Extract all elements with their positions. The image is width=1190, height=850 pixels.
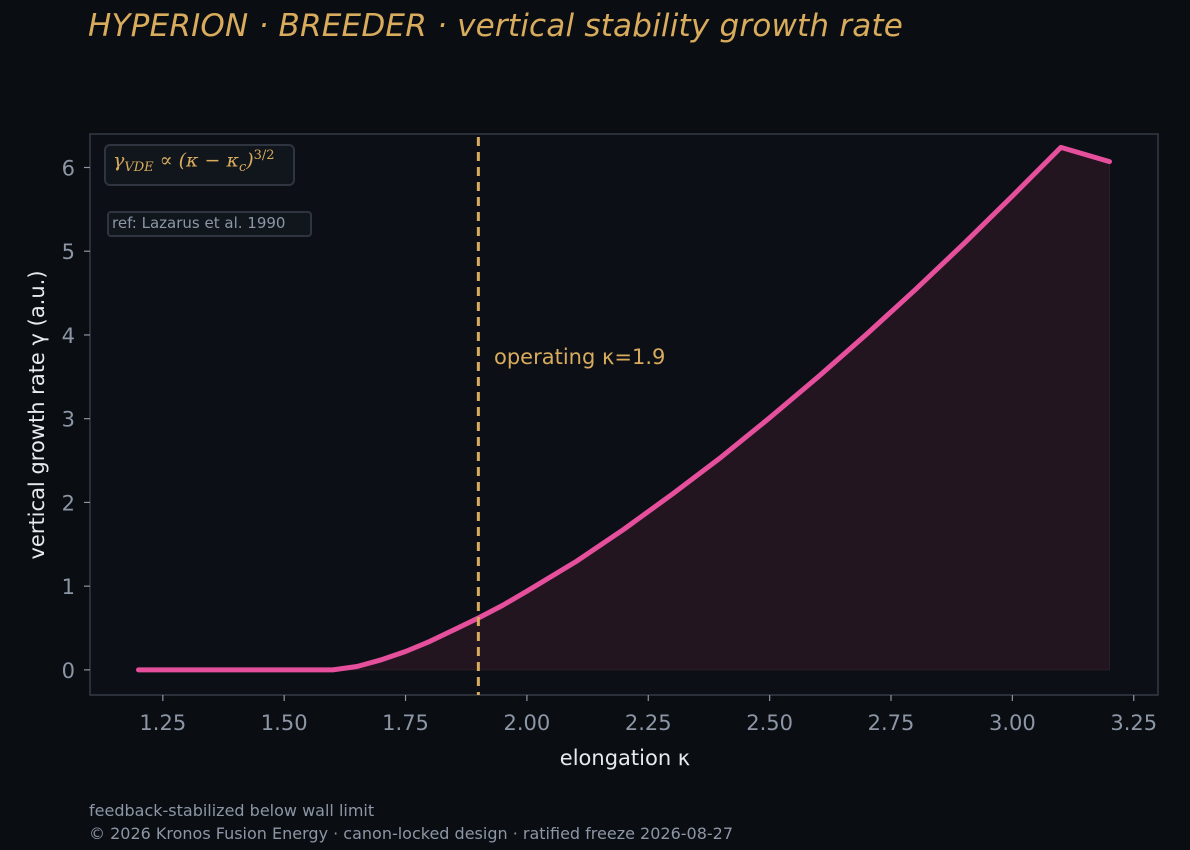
x-tick-label: 2.75 — [868, 711, 915, 735]
x-tick-label: 1.25 — [139, 711, 186, 735]
x-tick-label: 3.00 — [989, 711, 1036, 735]
x-axis-label: elongation κ — [560, 746, 690, 770]
formula-gamma: γ — [113, 149, 125, 172]
x-tick-label: 2.25 — [625, 711, 672, 735]
formula-close: ) — [246, 149, 254, 172]
formula-subscript-c: c — [238, 160, 247, 176]
footer-note: feedback-stabilized below wall limit — [89, 801, 375, 820]
legend-formula: γVDE ∝ (κ − κc)3/2 — [113, 148, 275, 175]
x-tick-label: 1.75 — [382, 711, 429, 735]
y-tick-label: 0 — [62, 659, 75, 683]
x-tick-label: 2.00 — [504, 711, 551, 735]
y-tick-label: 3 — [62, 408, 75, 432]
y-axis-label: vertical growth rate γ (a.u.) — [25, 270, 49, 559]
x-axis-ticks: 1.25 1.50 1.75 2.00 2.25 2.50 2.75 3.00 3.25 — [139, 695, 1157, 735]
legend-box — [104, 144, 295, 186]
reference-text: ref: Lazarus et al. 1990 — [112, 214, 286, 232]
footer-copyright: © 2026 Kronos Fusion Energy · canon-lock… — [89, 824, 734, 843]
y-tick-label: 2 — [62, 491, 75, 515]
y-tick-label: 6 — [62, 156, 75, 180]
growth-rate-curve — [136, 144, 1112, 673]
formula-exponent: 3/2 — [253, 148, 275, 163]
formula-body: ∝ (κ − κ — [153, 149, 239, 172]
formula-subscript-vde: VDE — [124, 160, 154, 176]
y-tick-label: 1 — [62, 575, 75, 599]
reference-box — [107, 211, 312, 237]
operating-kappa-label: operating κ=1.9 — [494, 345, 665, 369]
chart-title: HYPERION · BREEDER · vertical stability … — [88, 8, 904, 44]
curve-line-layer — [136, 144, 1112, 673]
y-tick-label: 4 — [62, 324, 75, 348]
y-tick-label: 5 — [62, 240, 75, 264]
x-tick-label: 1.50 — [261, 711, 308, 735]
y-axis-ticks: 0 1 2 3 4 5 6 — [62, 156, 90, 683]
x-tick-label: 2.50 — [746, 711, 793, 735]
x-tick-label: 3.25 — [1110, 711, 1157, 735]
